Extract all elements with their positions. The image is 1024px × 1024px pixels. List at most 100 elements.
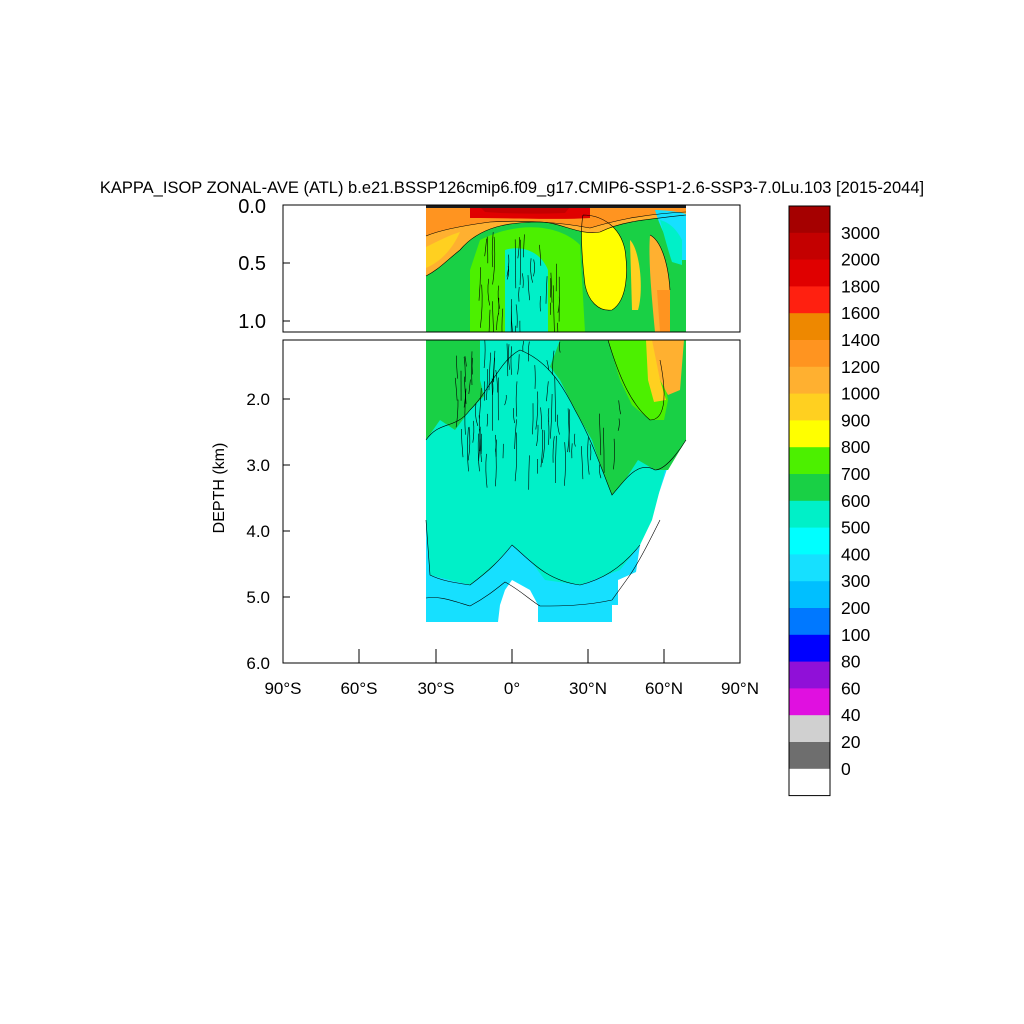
contour-line xyxy=(603,427,605,473)
contour-line xyxy=(510,346,512,375)
contour-line xyxy=(479,426,482,463)
contour-line xyxy=(554,376,556,422)
contour-line xyxy=(545,276,548,304)
lower-contour-2 xyxy=(425,349,687,496)
contour-line xyxy=(533,259,535,277)
contour-line xyxy=(496,313,499,331)
upper-frame xyxy=(282,204,741,333)
contour-line xyxy=(467,426,471,461)
contour-line xyxy=(557,322,559,332)
colorbar-swatch xyxy=(789,366,830,394)
contour-line xyxy=(464,376,467,404)
colorbar-label: 400 xyxy=(841,544,870,564)
contour-line xyxy=(454,377,458,401)
contour-line xyxy=(455,399,459,428)
colorbar-frame xyxy=(788,205,831,797)
contour-line xyxy=(522,273,524,289)
region-high-lat-500 xyxy=(660,220,682,265)
contour-line xyxy=(530,258,533,283)
contour-line xyxy=(514,432,518,482)
colorbar-label: 3000 xyxy=(841,223,880,243)
region-surface xyxy=(426,205,686,276)
x-tick-label-4: 30°N xyxy=(569,679,607,698)
lower-panel xyxy=(282,339,741,664)
contour-line xyxy=(589,444,592,461)
contour-line xyxy=(483,340,486,369)
contour-line xyxy=(564,442,566,486)
x-tick-label-0: 90°S xyxy=(264,679,301,698)
colorbar-label: 1600 xyxy=(841,303,880,323)
contour-line xyxy=(550,278,552,298)
colorbar-label: 60 xyxy=(841,678,861,698)
lower-contour-0 xyxy=(425,519,641,586)
contour-line xyxy=(478,267,481,301)
x-tick-label-2: 30°S xyxy=(417,679,454,698)
colorbar-swatch xyxy=(789,313,830,341)
contour-line xyxy=(491,381,494,431)
contour-line xyxy=(599,464,602,479)
contour-line xyxy=(557,414,560,435)
contour-line xyxy=(546,381,549,402)
contour-line xyxy=(617,418,620,431)
region-subpolar-deep xyxy=(650,340,684,395)
colorbar-label: 0 xyxy=(841,759,851,779)
region-surface-cap xyxy=(426,205,686,208)
colorbar-swatch xyxy=(789,768,830,796)
contour-line xyxy=(528,341,530,362)
contour-line xyxy=(599,413,602,456)
contour-line xyxy=(559,341,561,353)
colorbar-label: 20 xyxy=(841,732,861,752)
contour-line xyxy=(567,408,570,453)
colorbar-swatch xyxy=(789,742,830,770)
region-tropical-core-dark xyxy=(480,207,570,214)
colorbar: 3000200018001600140012001000900800700600… xyxy=(788,205,880,797)
contour-line xyxy=(567,409,571,453)
chart-title: KAPPA_ISOP ZONAL-AVE (ATL) b.e21.BSSP126… xyxy=(100,179,924,197)
contour-line xyxy=(514,419,517,450)
y-tick-label-upper-0: 0.0 xyxy=(238,196,266,218)
contour-line xyxy=(548,420,550,445)
contour-line xyxy=(492,301,494,332)
contour-line xyxy=(513,408,515,424)
colorbar-label: 200 xyxy=(841,598,870,618)
colorbar-swatch xyxy=(789,634,830,662)
x-tick-label-3: 0° xyxy=(504,679,520,698)
upper-contour-1 xyxy=(425,214,687,277)
colorbar-swatch xyxy=(789,232,830,260)
contour-line xyxy=(486,236,489,264)
y-tick-label-lower-2: 4.0 xyxy=(246,522,270,541)
colorbar-label: 2000 xyxy=(841,250,880,270)
colorbar-swatch xyxy=(789,581,830,609)
y-tick-label-lower-4: 6.0 xyxy=(246,654,270,673)
colorbar-swatch xyxy=(789,661,830,689)
contour-line xyxy=(484,238,487,257)
contour-line xyxy=(467,427,469,472)
lower-contour-3 xyxy=(607,340,665,421)
contour-line xyxy=(472,420,475,443)
contour-line xyxy=(555,435,557,484)
contour-line xyxy=(527,275,530,301)
contour-line xyxy=(475,403,479,426)
contour-line xyxy=(515,304,518,328)
x-tick-label-5: 60°N xyxy=(645,679,683,698)
contour-line xyxy=(456,355,458,379)
contour-line xyxy=(463,356,466,383)
contour-line xyxy=(587,437,590,475)
contour-line xyxy=(557,296,560,313)
colorbar-swatch xyxy=(789,340,830,368)
contour-line xyxy=(464,355,467,367)
y-tick-label-lower-0: 2.0 xyxy=(246,390,270,409)
region-subtropical-lobe xyxy=(581,215,627,311)
contour-line xyxy=(552,285,555,332)
colorbar-label: 1000 xyxy=(841,384,880,404)
contour-line xyxy=(528,455,530,490)
colorbar-swatch xyxy=(789,447,830,475)
contour-line xyxy=(477,433,480,472)
contour-line xyxy=(497,285,500,309)
contour-line xyxy=(506,343,509,377)
colorbar-swatch xyxy=(789,286,830,314)
contour-line xyxy=(491,232,494,268)
contour-line xyxy=(573,433,576,447)
colorbar-swatch xyxy=(789,206,830,234)
